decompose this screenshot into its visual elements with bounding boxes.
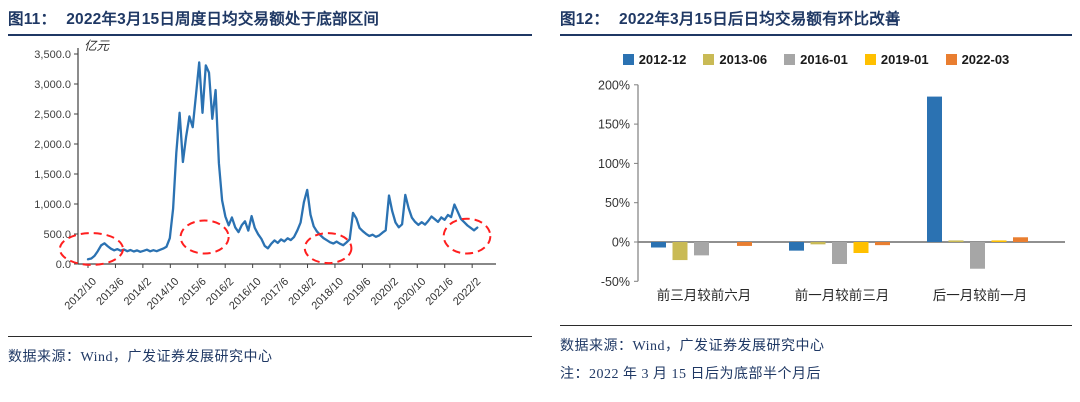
x-tick-label: 2019/6 [341, 276, 373, 308]
y-tick-label: 1,000.0 [34, 199, 71, 211]
y-tick-label: 2,500.0 [34, 109, 71, 121]
bar-2016-01-前一月较前三月 [832, 242, 847, 265]
legend-swatch-icon [945, 53, 957, 65]
category-label: 前一月较前三月 [795, 287, 890, 303]
divider-right [560, 325, 1072, 326]
bar-2012-12-前三月较前六月 [651, 242, 666, 248]
figure-11-title: 图11： 2022年3月15日周度日均交易额处于底部区间 [8, 4, 532, 36]
x-tick-label: 2017/6 [259, 276, 291, 308]
legend-item-2012-12: 2012-12 [622, 51, 687, 67]
bar-2013-06-前一月较前三月 [810, 242, 826, 245]
legend-swatch-icon [622, 53, 634, 65]
figure-12-title: 图12： 2022年3月15日后日均交易额有环比改善 [560, 4, 1072, 36]
bottom-region-highlight-ellipse [179, 219, 230, 255]
bar-2022-03-前一月较前三月 [875, 242, 890, 246]
figure-12-note: 注：2022 年 3 月 15 日后为底部半个月后 [560, 367, 821, 382]
bar-chart-legend: 2012-12 2013-06 2016-01 2019-01 2022-03 [560, 50, 1072, 68]
y-tick-label: -50% [601, 275, 630, 289]
bar-chart-area: -50% 0% 50% 100% 150% 200% 前三月较前六月 前一月较前三月 后一月较前… [560, 70, 1072, 312]
y-tick-label: 200% [598, 78, 630, 92]
legend-item-2016-01: 2016-01 [784, 52, 848, 67]
bar-2019-01-后一月较前一月 [991, 240, 1007, 242]
y-tick-label: 3,500.0 [34, 49, 71, 61]
line-chart-area: 亿元 0.0 500.0 1,000.0 1,500.0 2,000.0 2,500.0 3,… [8, 36, 532, 323]
y-tick-label: 150% [598, 118, 630, 132]
legend-label: 2013-06 [719, 51, 768, 67]
trading-volume-line [86, 61, 479, 261]
mom-change-bar-chart: -50% 0% 50% 100% 150% 200% 前三月较前六月 前一月较前三月 后一月较前… [598, 78, 1065, 303]
y-tick-label: 0.0 [56, 259, 71, 271]
figure-11-panel: 图11： 2022年3月15日周度日均交易额处于底部区间 亿元 0.0 500.0 1,… [8, 4, 532, 365]
figure-11-title-text: 2022年3月15日周度日均交易额处于底部区间 [66, 11, 380, 28]
x-tick-label: 2022/2 [451, 276, 483, 308]
legend-swatch-icon [784, 53, 796, 65]
category-label: 前三月较前六月 [657, 287, 752, 303]
legend-swatch-icon [703, 53, 715, 65]
figure-12-tag: 图12： [560, 11, 610, 28]
y-tick-label: 0% [612, 236, 630, 250]
legend-label: 2012-12 [638, 51, 687, 67]
bar-2013-06-后一月较前一月 [948, 240, 964, 242]
bottom-region-highlight-ellipse [442, 217, 492, 255]
y-tick-label: 500.0 [43, 229, 71, 241]
y-tick-label: 50% [605, 196, 630, 210]
divider-left [8, 336, 532, 337]
unit-label: 亿元 [84, 39, 111, 53]
category-label: 后一月较前一月 [933, 287, 1028, 303]
legend-label: 2016-01 [800, 51, 848, 67]
bar-2012-12-前一月较前三月 [789, 242, 804, 251]
bar-2022-03-后一月较前一月 [1013, 237, 1028, 242]
x-tick-label: 2013/6 [94, 276, 126, 308]
legend-swatch-icon [864, 53, 876, 65]
weekly-trading-volume-line-chart: 亿元 0.0 500.0 1,000.0 1,500.0 2,000.0 2,500.0 3,… [34, 39, 496, 313]
legend-item-2019-01: 2019-01 [864, 51, 929, 67]
legend-label: 2022-03 [961, 51, 1010, 67]
bar-2016-01-前三月较前六月 [694, 242, 709, 256]
y-tick-label: 100% [598, 157, 630, 171]
bar-2012-12-后一月较前一月 [927, 96, 942, 242]
y-tick-label: 2,000.0 [34, 139, 71, 151]
y-tick-label: 1,500.0 [34, 169, 71, 181]
legend-item-2022-03: 2022-03 [945, 51, 1010, 67]
bar-2013-06-前三月较前六月 [672, 242, 688, 261]
legend-label: 2019-01 [880, 51, 929, 67]
figure-11-tag: 图11： [8, 11, 57, 28]
figure-12-panel: 图12： 2022年3月15日后日均交易额有环比改善 2012-12 2013-06… [540, 0, 1080, 402]
bar-2022-03-前三月较前六月 [737, 242, 752, 246]
bottom-region-highlight-ellipse [303, 232, 353, 265]
y-tick-label: 3,000.0 [34, 79, 71, 91]
figure-12-title-text: 2022年3月15日后日均交易额有环比改善 [619, 11, 901, 28]
x-tick-label: 2021/6 [424, 276, 456, 308]
source-right: 数据来源：Wind，广发证券发展研究中心 [560, 339, 825, 354]
bottom-region-highlight-ellipse [58, 232, 124, 266]
legend-item-2013-06: 2013-06 [703, 52, 767, 67]
bar-2016-01-后一月较前一月 [970, 242, 985, 269]
bar-2019-01-前一月较前三月 [853, 242, 869, 254]
x-tick-label: 2012/10 [63, 276, 100, 313]
x-tick-label: 2015/6 [177, 276, 209, 308]
source-left: 数据来源：Wind，广发证券发展研究中心 [8, 350, 273, 365]
